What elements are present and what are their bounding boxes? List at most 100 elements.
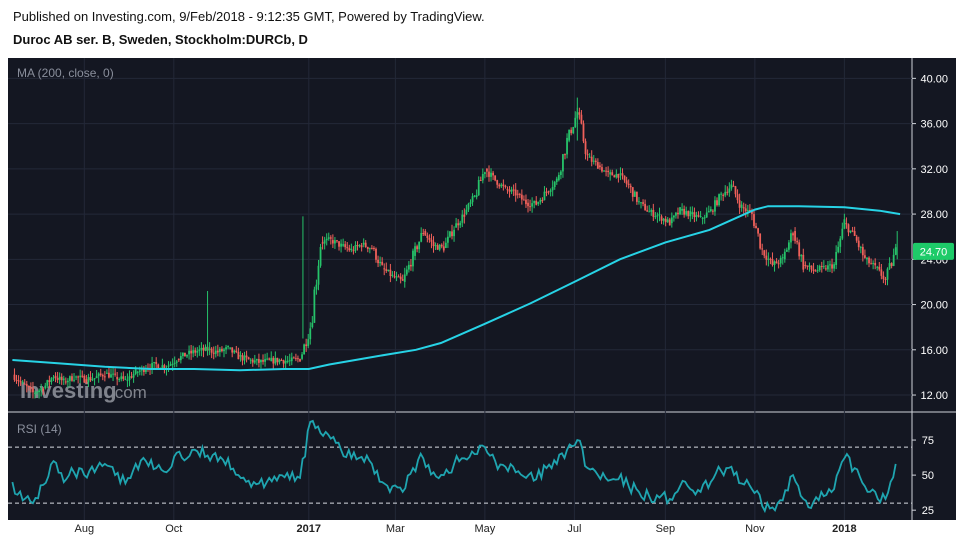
candle-body [773,261,776,265]
watermark-suffix: .com [110,383,147,402]
candle-body [736,194,739,201]
candle-body [827,265,829,270]
candle-body [788,242,790,250]
candle-body [329,237,332,239]
candle-body [627,183,630,186]
candle-body [853,231,856,236]
candle-body [855,236,858,241]
candle-body [268,358,271,360]
candle-body [777,263,780,265]
candle-body [467,203,470,210]
candle-body [358,245,361,247]
candle-body [420,233,423,242]
candle-body [471,196,474,203]
candle-body [475,195,478,198]
candle-body [724,191,727,196]
candle-body [356,245,359,247]
candle-body [508,189,511,192]
candle-body [29,387,32,389]
candle-body [483,172,486,175]
candle-body [171,363,174,365]
candle-body [188,350,190,355]
candle-body [574,117,577,128]
candle-body [872,262,875,264]
candle-body [290,357,293,362]
candle-body [447,236,449,243]
candle-body [294,358,297,360]
candle-body [656,215,659,217]
candle-body [138,370,141,372]
candle-body [677,212,679,215]
candle-body [882,275,885,279]
candle-body [397,276,400,278]
candle-body [142,367,145,373]
candle-body [590,156,593,162]
candle-body [615,173,618,178]
last-price-badge: 24.70 [913,242,954,260]
candle-body [800,254,803,257]
candle-body [373,248,375,250]
candle-body [675,212,677,216]
candle-body [847,224,850,233]
candle-body [605,170,607,172]
candle-body [58,376,61,380]
candle-body [231,347,234,353]
candle-body [878,266,881,270]
price-tick-label: 12.00 [920,390,948,402]
candle-body [709,209,712,212]
candle-body [833,264,836,269]
candle-body [32,388,34,393]
candle-body [868,257,870,264]
candle-body [325,238,328,241]
candle-body [434,245,437,247]
candle-body [81,375,84,377]
candle-body [346,247,349,249]
candle-body [775,261,778,264]
candle-body [227,346,229,348]
candle-body [383,268,386,270]
candle-body [214,350,217,354]
candle-body [461,214,464,223]
candle-body [449,231,451,237]
candle-body [95,376,98,379]
candle-body [744,208,747,212]
candle-body [77,376,80,378]
candle-body [742,207,745,209]
candle-body [276,357,279,363]
candle-body [270,357,273,362]
candle-body [473,195,476,197]
candle-body [703,217,706,219]
candle-body [547,191,550,193]
candle-body [192,350,195,354]
candle-body [430,239,433,242]
candle-body [319,247,322,266]
candle-body [810,265,813,270]
candle-body [566,137,568,155]
candle-body [767,258,770,260]
candle-body [798,242,801,257]
candle-body [648,211,651,213]
candle-body [366,247,369,249]
candle-body [477,180,480,196]
candle-body [391,274,394,277]
candle-body [422,233,425,235]
candle-body [459,222,462,226]
candle-body [580,114,583,124]
candle-body [824,268,827,270]
candle-body [157,364,160,369]
candle-body [36,392,38,394]
candle-body [309,328,312,340]
candle-body [272,357,275,364]
candle-body [808,265,811,267]
candle-body [705,212,708,218]
candle-body [288,360,291,362]
candle-body [578,112,581,115]
candle-body [693,212,696,218]
candle-body [496,180,499,185]
candle-body [145,369,147,373]
candle-body [611,172,614,176]
candle-body [284,360,287,364]
candle-body [494,175,497,181]
candle-body [260,359,262,363]
